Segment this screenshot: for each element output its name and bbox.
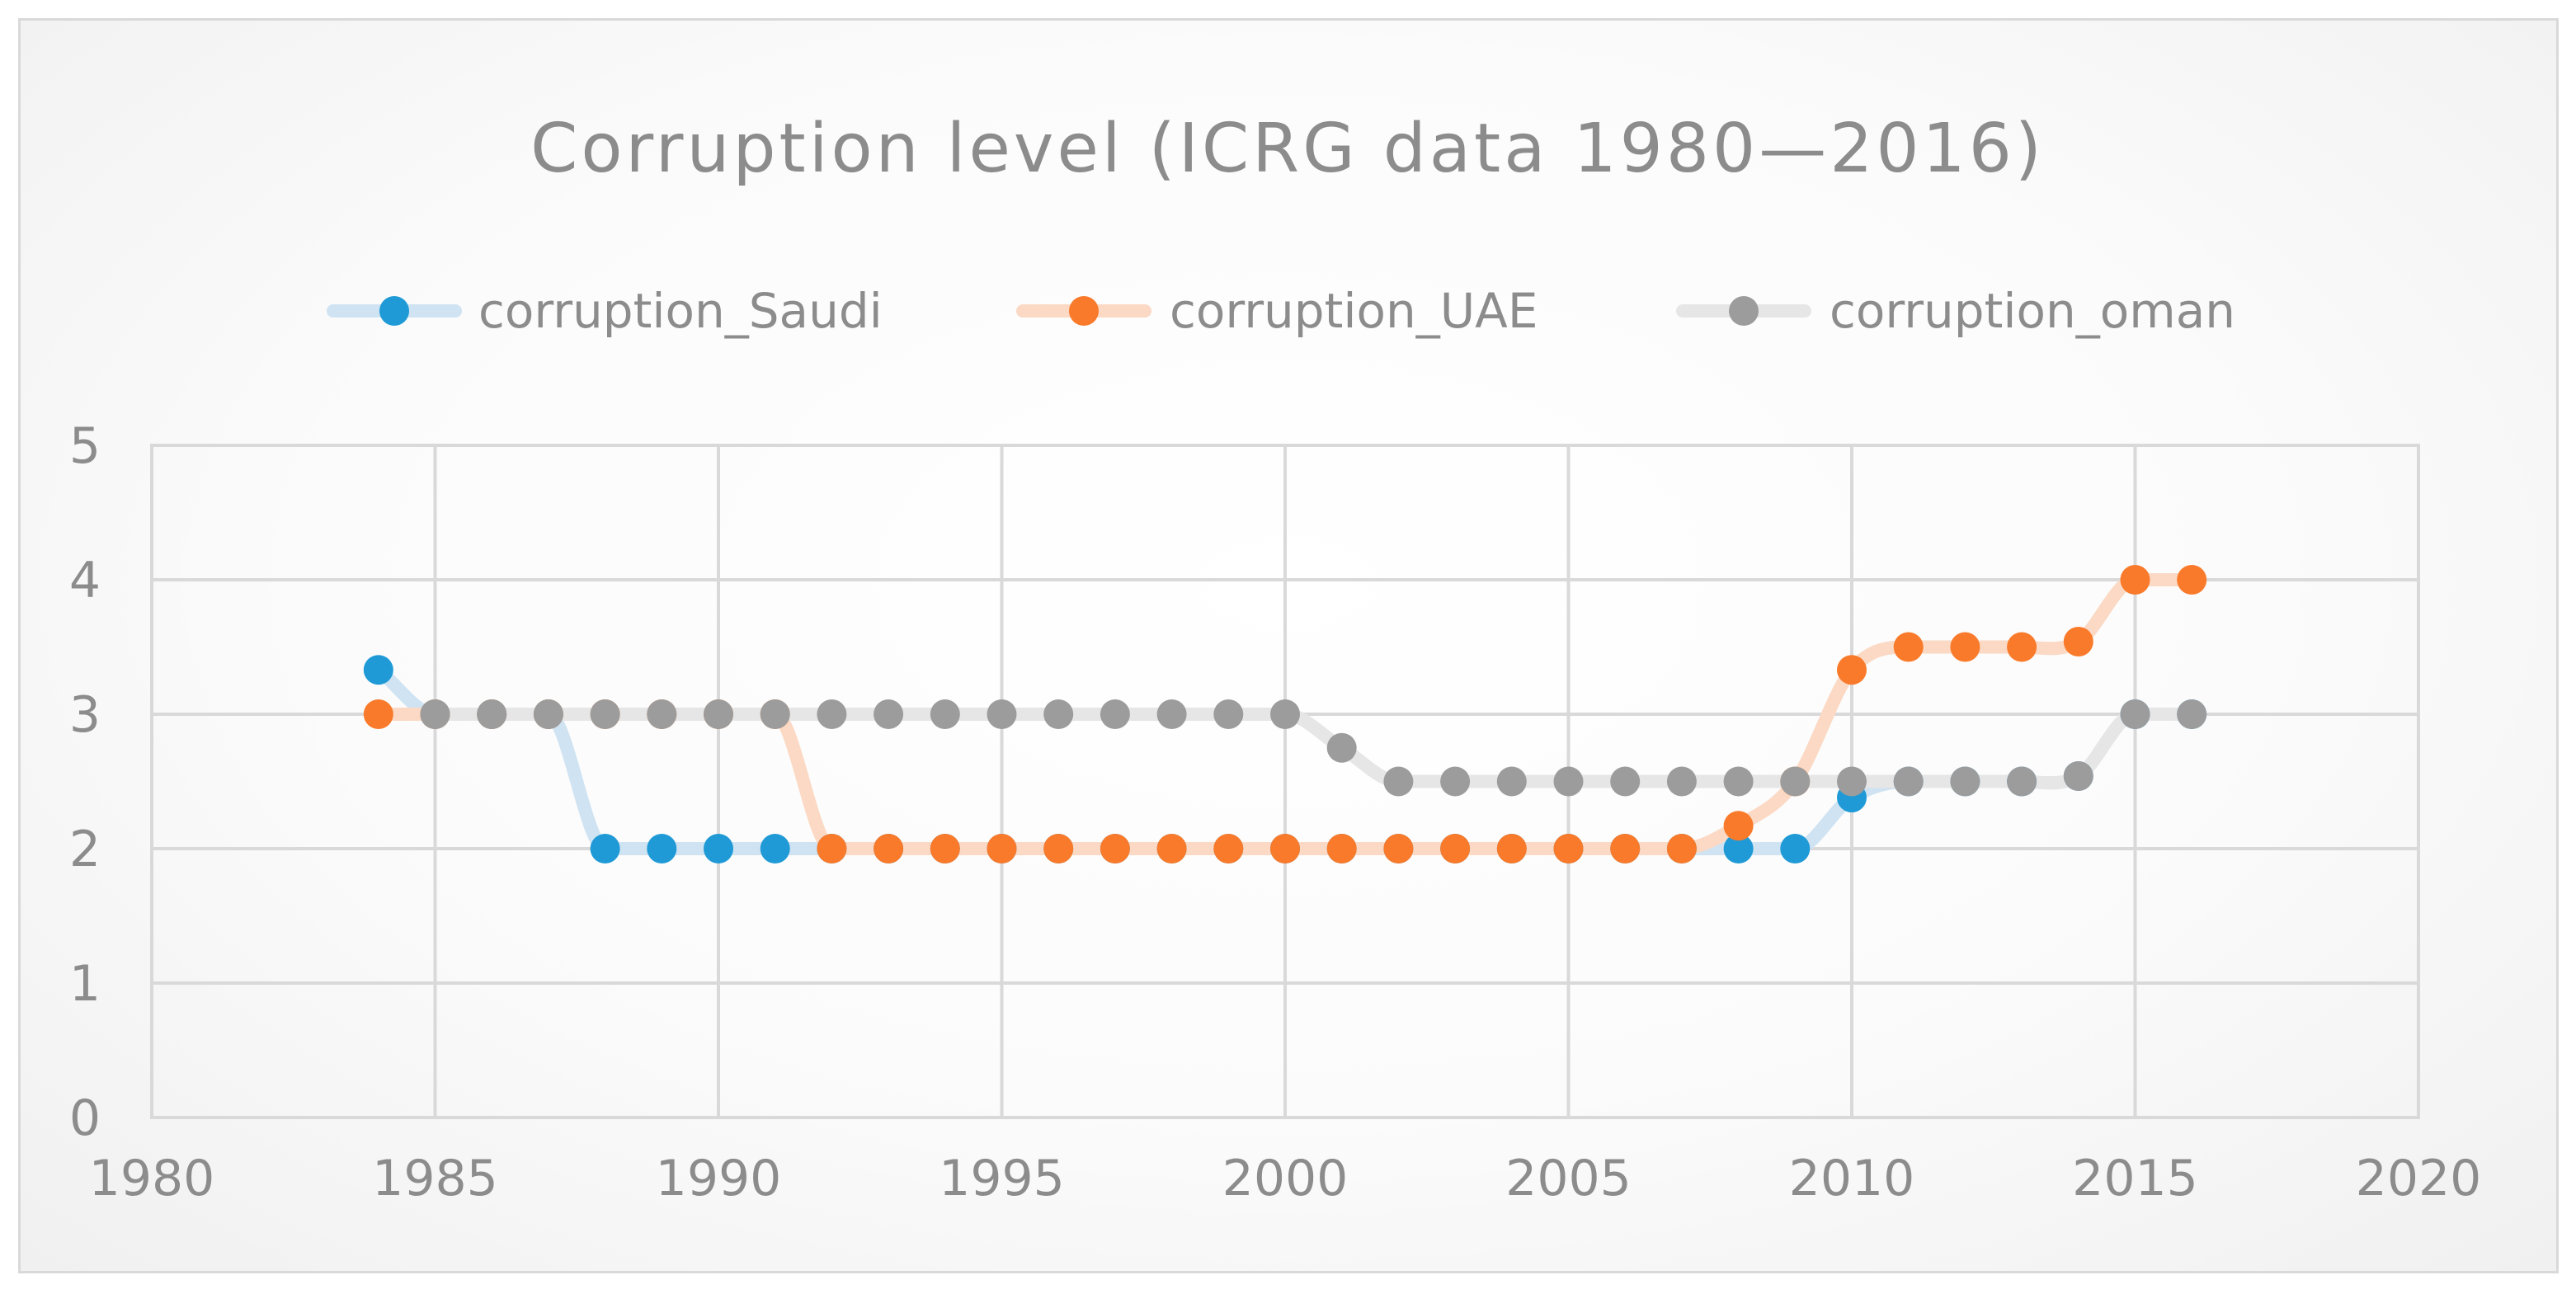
data-point-corruption_oman [2007, 766, 2037, 797]
data-point-corruption_oman [1837, 766, 1867, 797]
legend-label: corruption_oman [1830, 283, 2235, 339]
data-point-corruption_UAE [1156, 834, 1187, 863]
data-point-corruption_Saudi [647, 834, 677, 863]
data-point-corruption_UAE [2007, 632, 2037, 662]
data-point-corruption_UAE [1666, 834, 1697, 863]
data-point-corruption_oman [477, 699, 507, 729]
legend-marker [1069, 296, 1099, 326]
legend-marker [379, 296, 409, 326]
data-point-corruption_oman [1326, 732, 1357, 763]
data-point-corruption_oman [1156, 699, 1187, 729]
axis-ticks: 0 1 2 3 4 5 1980 1985 1990 1995 2000 2005 2010 2015 20… [69, 417, 2482, 1207]
data-point-corruption_UAE [2177, 565, 2207, 595]
data-point-corruption_UAE [874, 834, 904, 863]
data-point-corruption_oman [533, 699, 563, 729]
x-tick-label: 2015 [2072, 1150, 2198, 1207]
data-point-corruption_oman [420, 699, 450, 729]
data-point-corruption_oman [987, 699, 1017, 729]
series-points [363, 565, 2207, 863]
data-point-corruption_UAE [1383, 834, 1414, 863]
data-point-corruption_oman [1496, 766, 1527, 797]
data-point-corruption_oman [1213, 699, 1244, 729]
data-point-corruption_oman [1383, 766, 1414, 797]
data-point-corruption_oman [1666, 766, 1697, 797]
data-point-corruption_oman [1553, 766, 1584, 797]
legend-marker [1729, 296, 1759, 326]
y-tick-label: 1 [69, 955, 101, 1013]
data-point-corruption_oman [1780, 766, 1811, 797]
y-tick-label: 5 [69, 417, 101, 475]
data-point-corruption_oman [2063, 760, 2093, 791]
data-point-corruption_UAE [363, 699, 393, 729]
data-point-corruption_Saudi [1780, 834, 1811, 863]
legend-label: corruption_Saudi [478, 283, 883, 339]
data-point-corruption_oman [874, 699, 904, 729]
x-tick-label: 2005 [1505, 1150, 1632, 1207]
data-point-corruption_UAE [930, 834, 960, 863]
data-point-corruption_oman [2177, 699, 2207, 729]
chart-title: Corruption level (ICRG data 1980—2016) [530, 110, 2045, 188]
x-tick-label: 1985 [372, 1150, 498, 1207]
legend-label: corruption_UAE [1170, 283, 1538, 339]
data-point-corruption_UAE [1326, 834, 1357, 863]
data-point-corruption_Saudi [590, 834, 620, 863]
x-tick-label: 1995 [939, 1150, 1065, 1207]
y-tick-label: 0 [69, 1089, 101, 1147]
data-point-corruption_oman [1270, 699, 1300, 729]
legend-item: corruption_Saudi [327, 283, 883, 339]
data-point-corruption_oman [1100, 699, 1130, 729]
data-point-corruption_oman [590, 699, 620, 729]
data-point-corruption_oman [817, 699, 847, 729]
data-point-corruption_oman [1043, 699, 1074, 729]
data-point-corruption_UAE [1100, 834, 1130, 863]
x-tick-label: 1990 [656, 1150, 782, 1207]
data-point-corruption_Saudi [1723, 834, 1754, 863]
data-point-corruption_UAE [1837, 655, 1867, 685]
data-point-corruption_UAE [1893, 632, 1924, 662]
data-point-corruption_UAE [1270, 834, 1300, 863]
data-point-corruption_UAE [1440, 834, 1471, 863]
x-tick-label: 2010 [1789, 1150, 1915, 1207]
data-point-corruption_oman [704, 699, 733, 729]
data-point-corruption_UAE [1043, 834, 1074, 863]
y-tick-label: 2 [69, 821, 101, 878]
data-point-corruption_UAE [1553, 834, 1584, 863]
data-point-corruption_UAE [987, 834, 1017, 863]
data-point-corruption_oman [2120, 699, 2150, 729]
y-tick-label: 3 [69, 686, 101, 744]
data-point-corruption_oman [1723, 766, 1754, 797]
data-point-corruption_oman [647, 699, 677, 729]
data-point-corruption_UAE [1213, 834, 1244, 863]
data-point-corruption_UAE [2063, 626, 2093, 656]
data-point-corruption_Saudi [760, 834, 790, 863]
data-point-corruption_oman [1610, 766, 1641, 797]
data-point-corruption_oman [1893, 766, 1924, 797]
data-point-corruption_UAE [2120, 565, 2150, 595]
data-point-corruption_Saudi [363, 655, 393, 685]
y-tick-label: 4 [69, 552, 101, 609]
x-tick-label: 2020 [2356, 1150, 2482, 1207]
data-point-corruption_oman [1440, 766, 1471, 797]
data-point-corruption_Saudi [704, 834, 733, 863]
x-tick-label: 2000 [1222, 1150, 1349, 1207]
data-point-corruption_oman [760, 699, 790, 729]
legend-item: corruption_oman [1676, 283, 2235, 339]
data-point-corruption_UAE [817, 834, 847, 863]
data-point-corruption_UAE [1950, 632, 1980, 662]
data-point-corruption_UAE [1723, 811, 1754, 841]
data-point-corruption_UAE [1610, 834, 1641, 863]
legend-item: corruption_UAE [1016, 283, 1538, 339]
data-point-corruption_oman [930, 699, 960, 729]
legend: corruption_Saudi corruption_UAE corruption… [327, 283, 2235, 339]
data-point-corruption_oman [1950, 766, 1980, 797]
x-tick-label: 1980 [89, 1150, 215, 1207]
series-line-corruption_oman [428, 707, 2199, 790]
data-point-corruption_UAE [1496, 834, 1527, 863]
